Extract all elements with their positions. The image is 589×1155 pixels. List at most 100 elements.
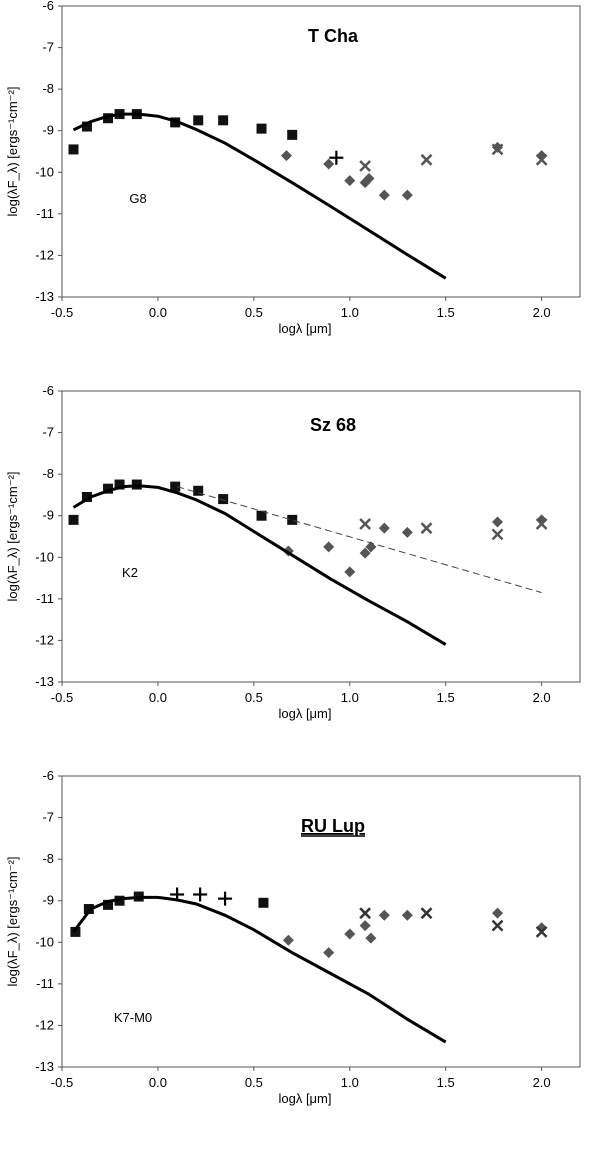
data-point-diamond [492,141,504,153]
data-point-diamond [378,189,390,201]
y-axis-label: log(λF_λ) [ergs⁻¹cm⁻²] [5,86,20,216]
y-tick-label: -13 [35,1059,54,1074]
data-point-square [103,113,114,124]
chart-title: Sz 68 [310,415,356,435]
data-point-diamond [363,173,375,185]
data-point-square [70,926,81,937]
photosphere-model-line [72,484,447,646]
y-tick-label: -8 [42,466,54,481]
y-tick-label: -8 [42,81,54,96]
data-point-square [83,904,94,915]
spectral-type-label: K2 [122,565,138,580]
data-point-plus [218,891,233,906]
y-tick-label: -8 [42,851,54,866]
y-tick-label: -12 [35,632,54,647]
data-point-cross [491,143,504,156]
data-point-diamond [323,947,335,959]
y-tick-label: -6 [42,770,54,783]
y-tick-label: -13 [35,674,54,689]
data-point-cross [535,153,548,166]
x-tick-label: -0.5 [51,690,73,705]
y-tick-label: -9 [42,123,54,138]
data-point-square [103,483,114,494]
data-point-square [287,514,298,525]
data-point-cross [535,926,548,938]
data-point-diamond [365,932,377,944]
y-tick-label: -7 [42,425,54,440]
dashed-fit-line [176,486,542,594]
data-point-diamond [492,907,504,919]
photosphere-model-line [72,112,447,280]
spectral-type-label: K7-M0 [114,1010,152,1025]
data-point-square [256,510,267,521]
data-point-cross [420,153,433,166]
data-point-square [256,123,267,134]
data-point-square [193,485,204,496]
data-point-diamond [365,541,377,553]
y-tick-label: -12 [35,1017,54,1032]
x-tick-label: 2.0 [533,690,551,705]
x-tick-label: 0.5 [245,305,263,320]
y-axis-label: log(λF_λ) [ergs⁻¹cm⁻²] [5,471,20,601]
plot-area [61,390,581,683]
data-point-square [68,144,79,155]
data-point-diamond [401,909,413,921]
photosphere-model-line [72,895,447,1044]
x-tick-label: -0.5 [51,305,73,320]
y-tick-label: -11 [36,206,54,221]
data-point-plus [329,150,344,165]
y-tick-label: -11 [36,591,54,606]
data-point-cross [359,518,372,530]
data-point-square [170,481,181,492]
y-tick-label: -10 [35,164,54,179]
sed-chart-ru-lup: -6 -7 -8 -9 -10 -11 -12 -13-0.5 0.0 0.5 1.0 1.5 2.0 l… [5,770,581,1106]
sed-chart-sz-68: -6 -7 -8 -9 -10 -11 -12 -13-0.5 0.0 0.5 1.0 1.5 2.0 l… [5,385,581,721]
y-tick-label: -6 [42,0,54,13]
x-tick-label: 1.0 [341,1075,359,1090]
data-point-square [103,899,114,910]
chart-title: RU Lup [301,816,365,836]
data-point-cross [359,160,372,172]
x-tick-label: 0.0 [149,1075,167,1090]
chart-title: T Cha [308,26,359,46]
x-axis-label: logλ [μm] [278,321,331,336]
x-axis-label: logλ [μm] [278,1091,331,1106]
data-point-square [218,494,229,505]
data-point-square [114,479,125,490]
data-point-square [81,121,92,132]
data-point-diamond [536,514,548,526]
data-point-cross [420,522,433,535]
y-tick-label: -7 [42,810,54,825]
data-point-square [258,897,269,908]
data-point-cross [420,907,433,920]
y-tick-label: -11 [36,976,54,991]
y-tick-label: -9 [42,508,54,523]
sed-chart-t-cha: -6 -7 -8 -9 -10 -11 -12 -13-0.5 0.0 0.5 1.0 1.5 2.0 l… [5,0,581,336]
data-point-square [68,514,79,525]
data-point-diamond [359,547,371,559]
data-point-cross [491,919,504,932]
data-point-diamond [344,928,356,940]
data-point-diamond [344,566,356,578]
plot-area [61,5,581,298]
y-tick-label: -13 [35,289,54,304]
data-point-diamond [344,175,356,187]
x-tick-label: 2.0 [533,305,551,320]
data-point-cross [491,528,504,541]
data-point-diamond [323,158,335,170]
y-axis-label: log(λF_λ) [ergs⁻¹cm⁻²] [5,856,20,986]
x-tick-label: 1.5 [437,305,455,320]
x-tick-label: 1.0 [341,690,359,705]
data-point-diamond [378,909,390,921]
data-point-cross [535,518,548,530]
x-tick-label: -0.5 [51,1075,73,1090]
data-point-diamond [323,541,335,553]
y-tick-label: -6 [42,385,54,398]
x-tick-label: 0.5 [245,690,263,705]
plot-area [61,775,581,1068]
y-tick-label: -9 [42,893,54,908]
data-point-cross [359,907,372,920]
y-tick-label: -7 [42,40,54,55]
y-tick-label: -10 [35,549,54,564]
